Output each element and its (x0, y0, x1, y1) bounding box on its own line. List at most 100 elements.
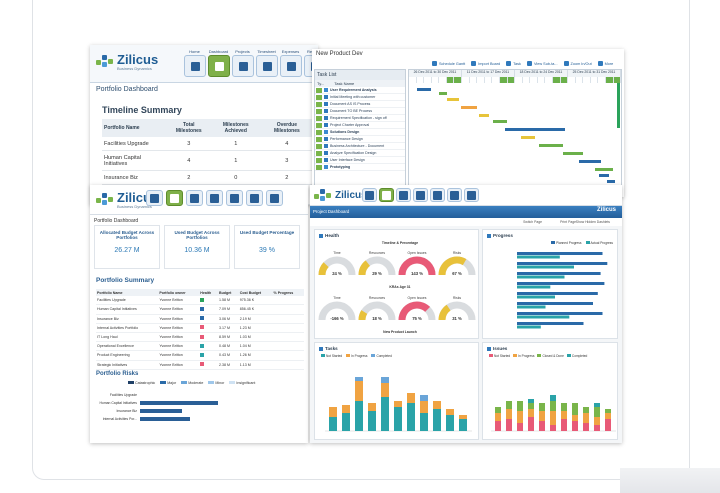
gantt-bar[interactable] (521, 136, 535, 139)
table-row[interactable]: Insurance Biz Yvonne Britton 3.06 M 2.19 M (96, 314, 304, 324)
progress-cell (272, 296, 304, 306)
table-row[interactable]: Human Capital Initiatives Yvonne Britton 7… (96, 304, 304, 315)
table-row[interactable]: Facilities Upgrade Yvonne Britton 1.58 M 97… (96, 296, 304, 306)
risk-bar[interactable] (140, 409, 182, 413)
brand-label: Zilicus (596, 207, 616, 213)
nav-info-button[interactable] (266, 190, 283, 206)
gantt-bar[interactable] (607, 180, 615, 183)
table-cell: 2 (261, 170, 312, 185)
gantt-bar[interactable] (439, 92, 447, 95)
progress-bars (517, 252, 608, 329)
nav-expenses-button[interactable] (226, 190, 243, 206)
gantt-bar[interactable] (493, 120, 507, 123)
table-row[interactable]: Insurance Biz 2 0 2 (102, 170, 312, 185)
gantt-bar[interactable] (563, 152, 583, 155)
nav-button[interactable] (256, 55, 278, 77)
nav-dashboard-button[interactable] (166, 190, 183, 206)
task-row[interactable]: Prototyping (315, 164, 405, 171)
stacked-bar-segment (550, 395, 556, 401)
table-row[interactable]: IT Long Haul Yvonne Britton 8.59 M 1.03 M (96, 332, 304, 343)
toolbar-button[interactable]: View Sub-ta... (526, 61, 558, 66)
stacked-bar-segment (506, 419, 512, 431)
nav-dashboard-button[interactable] (379, 188, 394, 202)
gantt-bar[interactable] (579, 160, 601, 163)
nav-projects-button[interactable] (396, 188, 411, 202)
gantt-bar[interactable] (417, 88, 431, 91)
stacked-bar-segment (517, 423, 523, 431)
task-row[interactable]: Analyze Specification Design (315, 150, 405, 157)
health-indicator (200, 362, 205, 367)
table-row[interactable]: Human Capital Initiatives 4 1 3 (102, 150, 312, 171)
task-row[interactable]: User Requirement Analysis (315, 87, 405, 94)
table-row[interactable]: Operational Excellence Yvonne Britton 0.48… (96, 341, 304, 352)
nav-icon (262, 61, 272, 71)
task-row[interactable]: Requirement Specification - sign off (315, 115, 405, 122)
nav-button[interactable] (208, 55, 230, 77)
dashboard-action-link[interactable]: Show Hidden Dashlets (575, 220, 610, 224)
gantt-day (583, 77, 591, 83)
actual-progress-bar (517, 315, 570, 319)
gantt-bar[interactable] (505, 128, 565, 131)
nav-reports-button[interactable] (447, 188, 462, 202)
task-row[interactable]: Performance Design (315, 136, 405, 143)
gantt-bar[interactable] (599, 174, 609, 177)
table-row[interactable]: Facilities Upgrade 3 1 4 (102, 137, 312, 151)
nav-item[interactable]: Timesheet (256, 49, 278, 77)
toolbar-icon (432, 61, 437, 66)
gantt-bar[interactable] (447, 98, 459, 101)
budget-cell: 8.59 M (217, 332, 239, 343)
gauge-fill (398, 301, 431, 321)
task-row[interactable]: Document AS IS Process (315, 101, 405, 108)
nav-button[interactable] (280, 55, 302, 77)
toolbar-button[interactable]: Schedule Gantt (432, 61, 465, 66)
nav-timesheet-button[interactable] (206, 190, 223, 206)
column-header: Portfolio owner (158, 289, 200, 297)
nav-timesheet-button[interactable] (413, 188, 428, 202)
gantt-bar[interactable] (539, 144, 563, 147)
nav-home-button[interactable] (146, 190, 163, 206)
task-row[interactable]: User Interface Design (315, 157, 405, 164)
nav-button[interactable] (232, 55, 254, 77)
toolbar-button[interactable]: Import Board (471, 61, 500, 66)
gantt-panel: New Product Dev Schedule Gantt Import Boa… (312, 49, 624, 197)
column-header: Cost Budget (238, 289, 273, 297)
gantt-bar[interactable] (595, 168, 613, 171)
portfolio-summary-title: Portfolio Summary (96, 277, 155, 284)
nav-item[interactable]: Dashboard (208, 49, 230, 77)
task-row[interactable]: Project Charter Approval (315, 122, 405, 129)
gantt-chart: 26 Dec 2011 to 30 Dec 2011 11 Dec 2011 to… (408, 69, 622, 195)
portfolio-summary-table: Portfolio Name Portfolio owner Health Budge… (96, 289, 304, 370)
nav-item[interactable]: Expenses (280, 49, 302, 77)
gantt-bar[interactable] (479, 114, 489, 117)
table-row[interactable]: Internal Activities Portfolio Yvonne Brit… (96, 323, 304, 333)
stacked-bar-segment (420, 413, 428, 431)
health-card-title: Health (319, 233, 339, 238)
risk-bar[interactable] (140, 417, 190, 421)
table-row[interactable]: Strategic Initiatives Yvonne Britton 2.38 … (96, 360, 304, 370)
toolbar-button[interactable]: Task (506, 61, 521, 66)
task-name: Project Charter Approval (330, 123, 370, 127)
nav-expenses-button[interactable] (430, 188, 445, 202)
nav-button[interactable] (184, 55, 206, 77)
nav-item[interactable]: Projects (232, 49, 254, 77)
task-row[interactable]: Initial Meeting with customer (315, 94, 405, 101)
nav-projects-button[interactable] (186, 190, 203, 206)
task-row[interactable]: Business Architecture - Document (315, 143, 405, 150)
nav-info-button[interactable] (464, 188, 479, 202)
dashboard-action-link[interactable]: Switch Page (523, 220, 542, 224)
gantt-bar[interactable] (461, 106, 477, 109)
report-icon (450, 190, 459, 200)
stacked-bar-segment (594, 425, 600, 431)
stacked-bar-segment (394, 401, 402, 407)
toolbar-button[interactable]: More (597, 61, 613, 66)
risk-bar[interactable] (140, 401, 218, 405)
gantt-day (454, 77, 463, 83)
toolbar-button[interactable]: Zoom In/Out (563, 61, 592, 66)
task-row[interactable]: Solutions Design (315, 129, 405, 136)
nav-home-button[interactable] (362, 188, 377, 202)
dashboard-action-link[interactable]: Print Page (560, 220, 576, 224)
nav-item[interactable]: Home (184, 49, 206, 77)
nav-reports-button[interactable] (246, 190, 263, 206)
task-row[interactable]: Document TO BE Process (315, 108, 405, 115)
